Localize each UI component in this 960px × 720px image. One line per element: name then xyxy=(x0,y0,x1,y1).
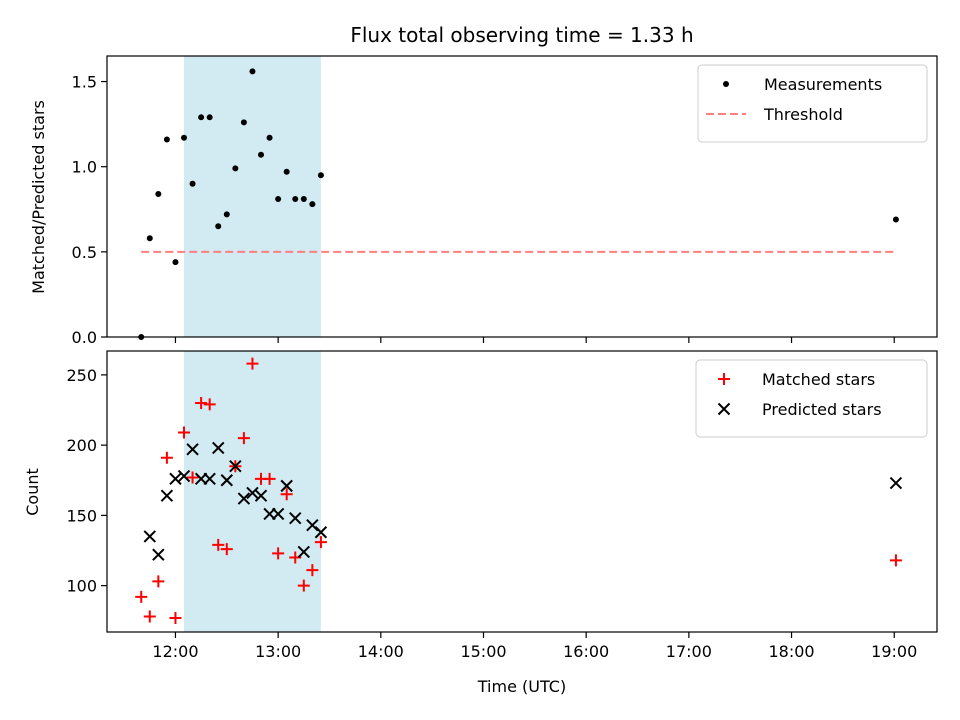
y-tick-label: 0.0 xyxy=(72,328,97,347)
matched-stars-point xyxy=(212,538,225,551)
matched-stars-point xyxy=(889,554,902,567)
bottom-y-axis-label: Count xyxy=(23,468,42,516)
predicted-stars-point xyxy=(186,443,199,456)
legend-label: Predicted stars xyxy=(762,400,882,419)
y-tick-label: 1.5 xyxy=(72,73,97,92)
predicted-stars-point xyxy=(212,441,225,455)
observing-window-shade xyxy=(184,56,321,337)
measurement-point xyxy=(206,114,213,121)
predicted-stars-point xyxy=(306,519,319,532)
matched-stars-point xyxy=(306,564,319,577)
matched-stars-point xyxy=(237,432,250,445)
matched-stars-point xyxy=(272,547,285,560)
legend-matched-marker xyxy=(718,373,730,385)
x-tick-label: 12:00 xyxy=(152,642,198,661)
predicted-stars-point xyxy=(160,489,174,502)
predicted-stars-point xyxy=(152,548,165,561)
x-tick-label: 17:00 xyxy=(666,642,712,661)
matched-stars-point xyxy=(160,451,173,464)
y-tick-label: 150 xyxy=(66,506,97,525)
measurement-point xyxy=(189,180,196,187)
x-tick-label: 16:00 xyxy=(563,642,609,661)
matched-stars-point xyxy=(220,543,233,556)
measurement-point xyxy=(266,134,273,141)
measurement-point xyxy=(232,165,239,172)
measurement-point xyxy=(172,259,179,266)
matched-stars-point xyxy=(195,396,208,409)
measurement-point xyxy=(300,196,307,203)
legend-label: Matched stars xyxy=(762,370,875,389)
predicted-stars-point xyxy=(246,486,259,500)
matched-stars-point xyxy=(203,398,216,411)
predicted-stars-point xyxy=(203,472,216,486)
legend-box xyxy=(695,359,928,438)
matched-stars-point xyxy=(135,590,148,603)
predicted-stars-point xyxy=(280,479,293,493)
measurement-point xyxy=(249,68,256,75)
predicted-stars-point xyxy=(271,507,285,521)
matched-stars-point xyxy=(186,471,199,484)
plot-frame xyxy=(106,55,938,338)
x-axis-label: Time (UTC) xyxy=(477,677,566,696)
measurement-point xyxy=(892,216,899,223)
matched-stars-point xyxy=(280,488,293,501)
measurement-point xyxy=(198,114,205,121)
predicted-stars-point xyxy=(289,511,302,525)
measurement-point xyxy=(317,172,324,179)
measurement-point xyxy=(215,223,222,230)
x-tick-label: 15:00 xyxy=(460,642,506,661)
predicted-stars-point xyxy=(297,545,311,559)
predicted-stars-point xyxy=(254,489,268,502)
measurement-point xyxy=(292,196,299,203)
legend-label: Threshold xyxy=(763,105,843,124)
top-panel: 0.0 0.5 1.0 1.5 Measurements Threshold xyxy=(72,55,938,347)
y-tick-label: 250 xyxy=(66,366,97,385)
predicted-stars-point xyxy=(889,476,903,490)
predicted-stars-point xyxy=(169,472,182,486)
legend-predicted-marker xyxy=(717,402,731,416)
y-tick-label: 200 xyxy=(66,436,97,455)
predicted-stars-point xyxy=(229,460,242,473)
matched-stars-point xyxy=(297,579,310,592)
x-tick-label: 14:00 xyxy=(358,642,404,661)
predicted-stars-point xyxy=(143,530,156,543)
matched-stars-point xyxy=(314,536,327,549)
predicted-stars-point xyxy=(314,526,328,539)
measurement-point xyxy=(240,119,247,126)
measurement-point xyxy=(275,196,282,203)
matched-stars-point xyxy=(246,357,259,370)
matched-stars-point xyxy=(178,426,191,439)
y-tick-label: 100 xyxy=(66,577,97,596)
x-tick-label: 19:00 xyxy=(871,642,917,661)
legend-box xyxy=(697,64,928,143)
legend-measurements-marker xyxy=(723,81,729,87)
measurement-point xyxy=(283,168,290,175)
predicted-stars-point xyxy=(177,469,191,483)
measurement-point xyxy=(163,136,170,143)
y-tick-label: 1.0 xyxy=(72,158,97,177)
chart-title: Flux total observing time = 1.33 h xyxy=(350,23,693,47)
legend-label: Measurements xyxy=(764,75,882,94)
matched-stars-point xyxy=(263,472,276,485)
bottom-panel: 100 150 200 250 12:00 13:00 14:00 15:00 16:00 17:… xyxy=(66,350,938,661)
matched-stars-point xyxy=(169,611,182,624)
matched-stars-point xyxy=(152,575,165,588)
measurement-point xyxy=(155,190,162,197)
measurement-point xyxy=(181,134,188,141)
plot-frame xyxy=(106,350,938,633)
y-tick-label: 0.5 xyxy=(72,243,97,262)
x-tick-label: 18:00 xyxy=(768,642,814,661)
predicted-stars-point xyxy=(237,492,251,505)
x-tick-label: 13:00 xyxy=(255,642,301,661)
measurement-point xyxy=(146,235,153,242)
top-y-axis-label: Matched/Predicted stars xyxy=(29,100,48,294)
predicted-stars-point xyxy=(220,474,234,487)
measurement-point xyxy=(309,201,316,208)
matched-stars-point xyxy=(143,610,156,623)
measurement-point xyxy=(258,151,265,158)
measurement-point xyxy=(223,211,230,218)
